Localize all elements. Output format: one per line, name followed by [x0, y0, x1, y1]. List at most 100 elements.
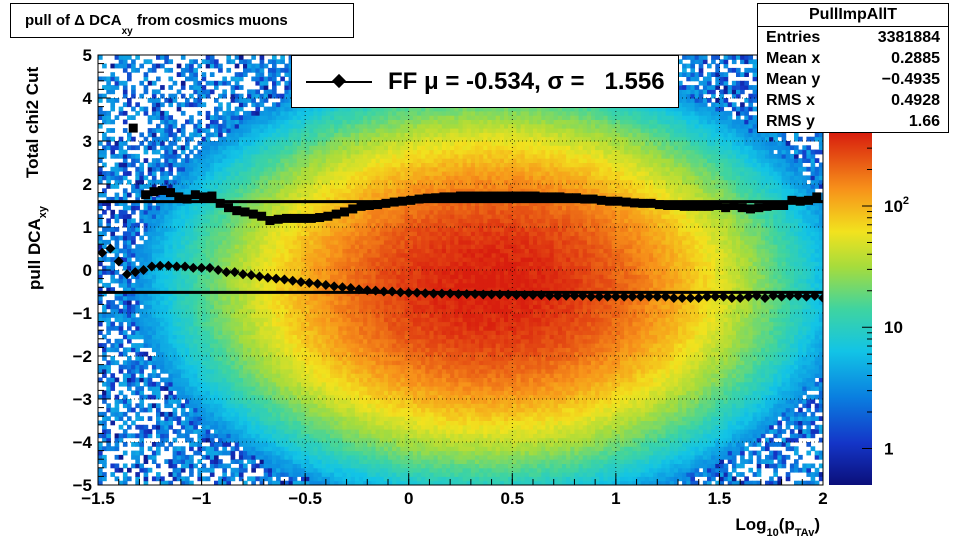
heatmap-cell — [173, 244, 178, 249]
heatmap-cell — [289, 124, 294, 129]
heatmap-cell — [115, 279, 120, 284]
heatmap-cell — [152, 111, 157, 116]
heatmap-cell — [309, 429, 314, 434]
heatmap-cell — [293, 464, 298, 469]
heatmap-cell — [231, 171, 236, 176]
heatmap-cell — [193, 309, 198, 314]
heatmap-cell — [330, 167, 335, 172]
heatmap-cell — [144, 244, 149, 249]
heatmap-cell — [247, 141, 252, 146]
heatmap-cell — [119, 369, 124, 374]
heatmap-cell — [181, 330, 186, 335]
heatmap-cell — [289, 433, 294, 438]
heatmap-cell — [342, 184, 347, 189]
heatmap-cell — [342, 154, 347, 159]
heatmap-cell — [226, 231, 231, 236]
heatmap-cell — [160, 163, 165, 168]
heatmap-cell — [239, 304, 244, 309]
heatmap-cell — [139, 249, 144, 254]
heatmap-cell — [210, 425, 215, 430]
heatmap-cell — [322, 429, 327, 434]
heatmap-cell — [144, 175, 149, 180]
heatmap-cell — [119, 425, 124, 430]
heatmap-cell — [338, 378, 343, 383]
heatmap-cell — [289, 408, 294, 413]
heatmap-cell — [189, 249, 194, 254]
heatmap-cell — [284, 472, 289, 477]
heatmap-cell — [342, 317, 347, 322]
heatmap-cell — [326, 464, 331, 469]
heatmap-cell — [189, 115, 194, 120]
heatmap-cell — [106, 403, 111, 408]
heatmap-cell — [264, 240, 269, 245]
heatmap-cell — [193, 68, 198, 73]
heatmap-cell — [255, 408, 260, 413]
heatmap-cell — [144, 214, 149, 219]
heatmap-cell — [313, 386, 318, 391]
heatmap-cell — [193, 300, 198, 305]
heatmap-cell — [214, 218, 219, 223]
heatmap-cell — [297, 227, 302, 232]
heatmap-cell — [342, 150, 347, 155]
heatmap-cell — [218, 408, 223, 413]
heatmap-cell — [218, 425, 223, 430]
heatmap-cell — [239, 464, 244, 469]
heatmap-cell — [102, 416, 107, 421]
heatmap-cell — [168, 339, 173, 344]
heatmap-cell — [210, 382, 215, 387]
heatmap-cell — [280, 150, 285, 155]
heatmap-cell — [185, 438, 190, 443]
heatmap-cell — [243, 468, 248, 473]
heatmap-cell — [202, 412, 207, 417]
heatmap-cell — [110, 64, 115, 69]
heatmap-cell — [239, 322, 244, 327]
heatmap-cell — [334, 390, 339, 395]
heatmap-cell — [218, 416, 223, 421]
heatmap-cell — [289, 412, 294, 417]
heatmap-cell — [318, 425, 323, 430]
heatmap-cell — [264, 403, 269, 408]
heatmap-cell — [173, 382, 178, 387]
heatmap-cell — [342, 218, 347, 223]
heatmap-cell — [297, 446, 302, 451]
heatmap-cell — [156, 429, 161, 434]
heatmap-cell — [202, 339, 207, 344]
heatmap-cell — [231, 451, 236, 456]
heatmap-cell — [231, 382, 236, 387]
heatmap-cell — [173, 347, 178, 352]
heatmap-cell — [284, 382, 289, 387]
heatmap-cell — [218, 257, 223, 262]
heatmap-cell — [260, 150, 265, 155]
heatmap-cell — [255, 171, 260, 176]
heatmap-cell — [177, 399, 182, 404]
heatmap-cell — [342, 244, 347, 249]
heatmap-cell — [156, 115, 161, 120]
heatmap-cell — [135, 343, 140, 348]
heatmap-cell — [318, 184, 323, 189]
heatmap-cell — [110, 150, 115, 155]
heatmap-cell — [239, 77, 244, 82]
heatmap-cell — [280, 175, 285, 180]
heatmap-cell — [293, 137, 298, 142]
heatmap-cell — [135, 55, 140, 60]
heatmap-cell — [152, 360, 157, 365]
heatmap-cell — [226, 244, 231, 249]
heatmap-cell — [318, 158, 323, 163]
heatmap-cell — [106, 416, 111, 421]
heatmap-cell — [127, 408, 132, 413]
heatmap-cell — [322, 184, 327, 189]
heatmap-cell — [255, 296, 260, 301]
heatmap-cell — [164, 403, 169, 408]
heatmap-cell — [164, 386, 169, 391]
heatmap-cell — [293, 150, 298, 155]
heatmap-cell — [160, 111, 165, 116]
heatmap-cell — [235, 120, 240, 125]
heatmap-cell — [144, 330, 149, 335]
heatmap-cell — [197, 249, 202, 254]
heatmap-cell — [284, 236, 289, 241]
heatmap-cell — [334, 115, 339, 120]
heatmap-cell — [131, 115, 136, 120]
heatmap-cell — [177, 433, 182, 438]
heatmap-cell — [293, 455, 298, 460]
heatmap-cell — [309, 317, 314, 322]
